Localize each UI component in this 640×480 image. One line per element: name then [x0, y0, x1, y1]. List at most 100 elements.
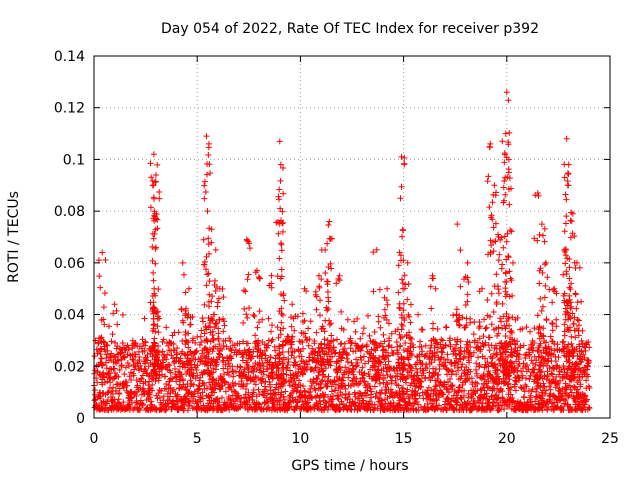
data-point: [567, 217, 574, 224]
data-point: [150, 277, 157, 284]
data-point: [319, 390, 326, 397]
data-point: [399, 276, 406, 283]
data-point: [404, 296, 411, 303]
data-point: [307, 385, 314, 392]
data-point: [243, 311, 250, 318]
data-point: [118, 362, 125, 369]
data-point: [366, 332, 373, 339]
data-point: [397, 335, 404, 342]
data-point: [453, 341, 460, 348]
data-point: [504, 381, 511, 388]
data-point: [434, 339, 441, 346]
data-point: [228, 397, 235, 404]
data-point: [145, 363, 152, 370]
data-point: [291, 407, 298, 414]
data-point: [266, 406, 273, 413]
data-point: [572, 291, 579, 298]
data-point: [116, 391, 123, 398]
data-point: [408, 352, 415, 359]
data-point: [179, 259, 186, 266]
data-point: [279, 349, 286, 356]
data-point: [383, 368, 390, 375]
data-point: [485, 173, 492, 180]
data-point: [252, 332, 259, 339]
data-point: [418, 383, 425, 390]
data-point: [276, 138, 283, 145]
data-point: [398, 153, 405, 160]
data-point: [521, 394, 528, 401]
data-point: [261, 348, 268, 355]
data-point: [294, 372, 301, 379]
data-point: [519, 365, 526, 372]
data-point: [533, 388, 540, 395]
data-point: [221, 322, 228, 329]
data-point: [375, 313, 382, 320]
data-point: [313, 306, 320, 313]
data-point: [464, 400, 471, 407]
data-point: [293, 388, 300, 395]
data-point: [277, 240, 284, 247]
data-point: [344, 359, 351, 366]
data-point: [434, 405, 441, 412]
data-point: [488, 290, 495, 297]
data-point: [215, 295, 222, 302]
data-point: [189, 313, 196, 320]
data-point: [408, 367, 415, 374]
data-point: [183, 385, 190, 392]
data-point: [136, 354, 143, 361]
data-point: [433, 339, 440, 346]
data-point: [163, 356, 170, 363]
data-point: [492, 378, 499, 385]
data-point: [567, 286, 574, 293]
data-point: [274, 401, 281, 408]
data-point: [318, 247, 325, 254]
data-point: [358, 344, 365, 351]
data-point: [507, 227, 514, 234]
data-point: [150, 299, 157, 306]
data-point: [514, 347, 521, 354]
data-point: [460, 392, 467, 399]
y-tick-label: 0.06: [54, 256, 85, 272]
data-point: [388, 344, 395, 351]
x-axis-title: GPS time / hours: [291, 458, 408, 474]
data-point: [318, 378, 325, 385]
data-point: [506, 129, 513, 136]
data-point: [252, 403, 259, 410]
data-point: [482, 339, 489, 346]
data-point: [506, 201, 513, 208]
data-point: [275, 193, 282, 200]
data-point: [516, 360, 523, 367]
data-point: [136, 407, 143, 414]
data-point: [218, 394, 225, 401]
data-point: [461, 353, 468, 360]
data-point: [265, 342, 272, 349]
data-point: [378, 398, 385, 405]
data-point: [206, 278, 213, 285]
data-point: [244, 314, 251, 321]
data-point: [272, 391, 279, 398]
data-point: [167, 384, 174, 391]
data-point: [541, 294, 548, 301]
data-point: [102, 257, 109, 264]
data-point: [198, 339, 205, 346]
data-point: [160, 336, 167, 343]
data-point: [214, 395, 221, 402]
data-point: [340, 377, 347, 384]
data-point: [97, 284, 104, 291]
data-point: [204, 171, 211, 178]
data-point: [162, 407, 169, 414]
data-point: [126, 363, 133, 370]
data-point: [204, 271, 211, 278]
data-point: [499, 300, 506, 307]
data-point: [284, 364, 291, 371]
data-point: [170, 340, 177, 347]
data-point: [354, 315, 361, 322]
data-point: [125, 346, 132, 353]
data-point: [485, 368, 492, 375]
data-point: [307, 404, 314, 411]
data-point: [258, 379, 265, 386]
data-point: [292, 404, 299, 411]
data-point: [457, 247, 464, 254]
x-tick-label: 15: [395, 431, 413, 447]
data-point: [433, 387, 440, 394]
